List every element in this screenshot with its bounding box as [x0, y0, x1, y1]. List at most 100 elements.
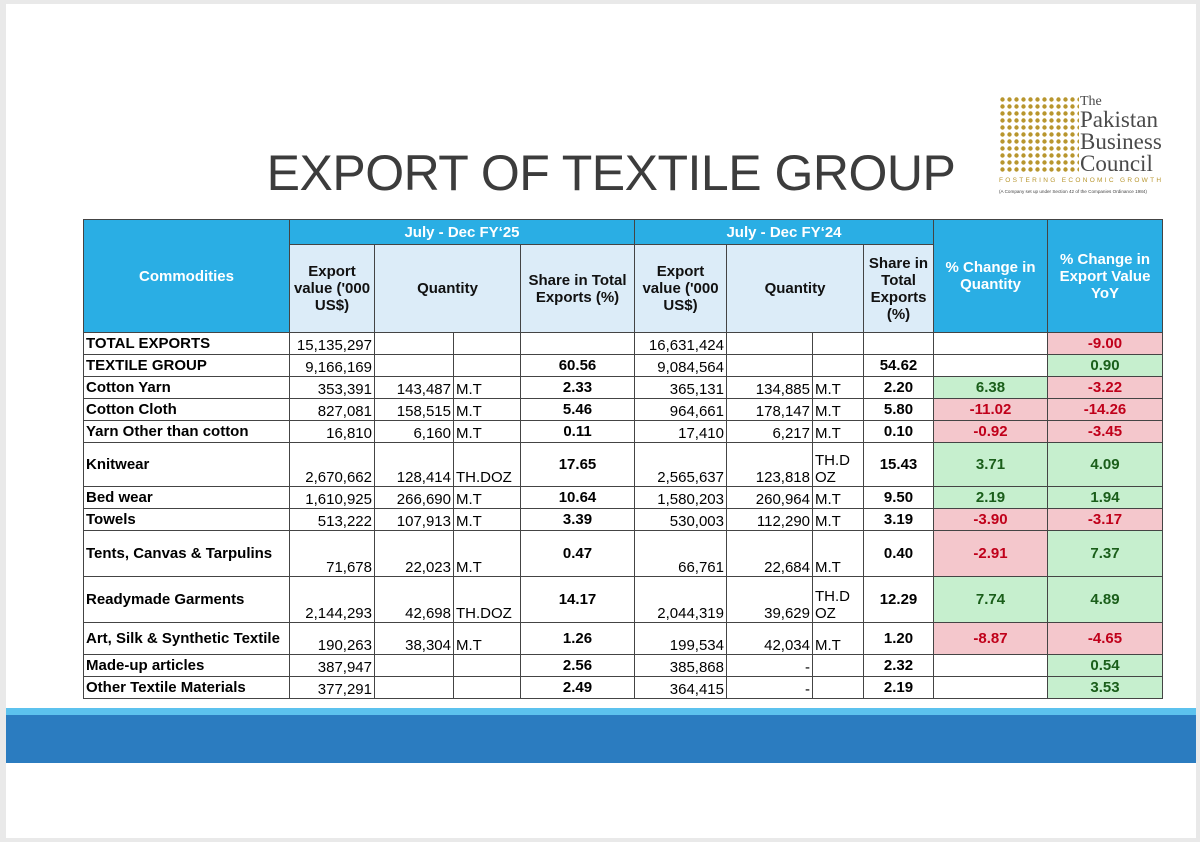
logo-tagline: FOSTERING ECONOMIC GROWTH	[999, 177, 1164, 184]
table-cell: 39,629	[726, 576, 813, 623]
table-row: TOTAL EXPORTS 15,135,297 16,631,424 -9.00	[83, 332, 1163, 355]
table-cell: 7.37	[1047, 530, 1163, 577]
table-row: Art, Silk & Synthetic Textile 190,263 38,3…	[83, 622, 1163, 655]
footer-band	[6, 708, 1196, 715]
table-cell: 377,291	[289, 676, 375, 699]
table-cell: 1,610,925	[289, 486, 375, 509]
table-cell: M.T	[453, 376, 521, 399]
table-row: Yarn Other than cotton 16,810 6,160 M.T 0.11…	[83, 420, 1163, 443]
logo-text: Council	[1080, 151, 1153, 176]
table-cell	[812, 354, 864, 377]
table-cell: -9.00	[1047, 332, 1163, 355]
table-cell: 0.54	[1047, 654, 1163, 677]
table-cell	[453, 354, 521, 377]
table-cell: 158,515	[374, 398, 454, 421]
table-cell: 16,631,424	[634, 332, 727, 355]
table-cell	[453, 654, 521, 677]
table-cell	[812, 676, 864, 699]
table-cell	[374, 676, 454, 699]
table-row: Other Textile Materials 377,291 2.49 364,41…	[83, 676, 1163, 699]
title: EXPORT OF TEXTILE GROUP	[266, 145, 956, 201]
table-cell: -0.92	[933, 420, 1048, 443]
table-cell: M.T	[453, 398, 521, 421]
table-cell: 5.46	[520, 398, 635, 421]
table-cell: 0.47	[520, 530, 635, 577]
table-cell: -14.26	[1047, 398, 1163, 421]
table-cell: 3.71	[933, 442, 1048, 487]
table-cell: 4.89	[1047, 576, 1163, 623]
table-cell	[374, 332, 454, 355]
table-cell: 2.49	[520, 676, 635, 699]
table-cell: 2.56	[520, 654, 635, 677]
header-cell: % Change in Export Value YoY	[1047, 219, 1163, 333]
table-cell: M.T	[812, 376, 864, 399]
table-cell: 17.65	[520, 442, 635, 487]
table-cell: 128,414	[374, 442, 454, 487]
table-cell	[812, 654, 864, 677]
table-cell: -3.90	[933, 508, 1048, 531]
table-row: Tents, Canvas & Tarpulins 71,678 22,023 M.T…	[83, 530, 1163, 577]
table-cell: -3.22	[1047, 376, 1163, 399]
table-cell: 60.56	[520, 354, 635, 377]
table-cell: TH.DOZ	[453, 442, 521, 487]
table-cell: Yarn Other than cotton	[83, 420, 290, 443]
header-cell: Export value ('000 US$)	[634, 244, 727, 333]
table-cell: 827,081	[289, 398, 375, 421]
table-cell: Readymade Garments	[83, 576, 290, 623]
table-row: Made-up articles 387,947 2.56 385,868- 2.32 0…	[83, 654, 1163, 677]
table-cell: 107,913	[374, 508, 454, 531]
logo: The Pakistan Business Council FOSTERING …	[996, 94, 1200, 204]
table-cell: 42,034	[726, 622, 813, 655]
logo-text: Pakistan	[1080, 107, 1158, 132]
table-cell	[933, 332, 1048, 355]
table-cell: 123,818	[726, 442, 813, 487]
table-cell: -2.91	[933, 530, 1048, 577]
table-cell: -	[726, 654, 813, 677]
table-cell: 1.20	[863, 622, 934, 655]
slide: The Pakistan Business Council FOSTERING …	[6, 4, 1196, 838]
table-cell: 530,003	[634, 508, 727, 531]
table-cell: 365,131	[634, 376, 727, 399]
logo-note: (A Company set up under Section 42 of th…	[999, 189, 1147, 194]
table-row: Cotton Yarn 353,391 143,487 M.T 2.33 365,131 1…	[83, 376, 1163, 399]
table-cell: 9,166,169	[289, 354, 375, 377]
table-cell: 190,263	[289, 622, 375, 655]
table-cell: 42,698	[374, 576, 454, 623]
table-cell: M.T	[453, 508, 521, 531]
table-cell: -3.17	[1047, 508, 1163, 531]
table-cell	[374, 354, 454, 377]
table-cell: M.T	[812, 622, 864, 655]
table-cell: 2.20	[863, 376, 934, 399]
table-cell: 513,222	[289, 508, 375, 531]
table-cell: 1.26	[520, 622, 635, 655]
table-cell: M.T	[453, 420, 521, 443]
table-cell: 2,044,319	[634, 576, 727, 623]
table-cell: 353,391	[289, 376, 375, 399]
table-cell: 22,023	[374, 530, 454, 577]
table-cell: -3.45	[1047, 420, 1163, 443]
table-cell: Other Textile Materials	[83, 676, 290, 699]
table-row: Cotton Cloth 827,081 158,515 M.T 5.46 964,661…	[83, 398, 1163, 421]
header-cell: % Change in Quantity	[933, 219, 1048, 333]
table-cell: 2.19	[863, 676, 934, 699]
table-cell: 5.80	[863, 398, 934, 421]
table-cell: 0.90	[1047, 354, 1163, 377]
table-cell: 14.17	[520, 576, 635, 623]
table-cell: TEXTILE GROUP	[83, 354, 290, 377]
table-cell: -	[726, 676, 813, 699]
table-cell: 71,678	[289, 530, 375, 577]
table-cell: 2,565,637	[634, 442, 727, 487]
table-cell: 266,690	[374, 486, 454, 509]
table-cell: 2.33	[520, 376, 635, 399]
table-cell: Bed wear	[83, 486, 290, 509]
table-cell: 387,947	[289, 654, 375, 677]
table-row: Readymade Garments 2,144,293 42,698 TH.DOZ 1…	[83, 576, 1163, 623]
table-cell: TH.DOZ	[453, 576, 521, 623]
table-cell: 7.74	[933, 576, 1048, 623]
table-cell: 364,415	[634, 676, 727, 699]
table-cell: 10.64	[520, 486, 635, 509]
table-row: Bed wear 1,610,925 266,690 M.T 10.64 1,580,20…	[83, 486, 1163, 509]
header-cell: Quantity	[374, 244, 521, 333]
table-cell: 1.94	[1047, 486, 1163, 509]
